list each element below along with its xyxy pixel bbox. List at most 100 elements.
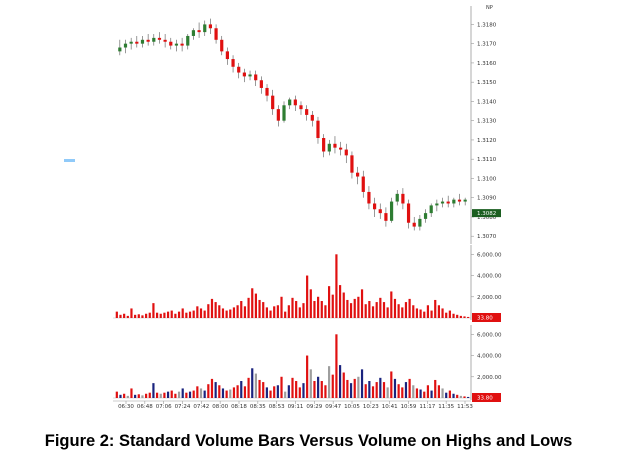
volume-bar bbox=[137, 394, 140, 398]
volume-bar bbox=[386, 387, 389, 398]
price-candle bbox=[446, 201, 450, 204]
volume-bar bbox=[306, 355, 309, 398]
volume-bar bbox=[181, 308, 184, 318]
price-candle bbox=[384, 213, 388, 221]
price-candle bbox=[412, 222, 416, 227]
price-candle bbox=[367, 191, 371, 204]
corner-label: NP bbox=[486, 5, 493, 11]
volume-bar bbox=[254, 293, 257, 318]
price-candle bbox=[389, 201, 394, 221]
volume-bar bbox=[203, 310, 206, 318]
price-candle bbox=[423, 213, 428, 219]
volume-bar bbox=[174, 393, 177, 398]
volume-tick-label: 2,000.00 bbox=[477, 295, 502, 301]
x-tick-label: 06:48 bbox=[137, 404, 153, 410]
side-marker bbox=[64, 159, 75, 162]
volume-bar bbox=[357, 376, 360, 398]
volume-bar bbox=[434, 379, 437, 398]
volume-bar bbox=[338, 365, 342, 398]
price-candle bbox=[429, 205, 433, 214]
volume-bar bbox=[298, 387, 301, 398]
volume-bar bbox=[368, 301, 371, 318]
volume-bar bbox=[115, 311, 118, 318]
volume-bar bbox=[467, 396, 470, 398]
volume-bar bbox=[203, 390, 206, 398]
x-tick-label: 09:47 bbox=[325, 404, 341, 410]
volume-bar bbox=[126, 315, 129, 318]
volume-bar bbox=[210, 378, 214, 398]
price-candle bbox=[276, 109, 280, 121]
volume-bar bbox=[324, 385, 327, 398]
volume-bar bbox=[386, 307, 389, 318]
volume-tick-label: 4,000.00 bbox=[477, 354, 502, 360]
volume-bar bbox=[353, 298, 356, 318]
volume-bar bbox=[130, 308, 133, 318]
volume-bar bbox=[448, 390, 451, 398]
x-axis: 06:30 06:48 07:06 07:24 07:42 08:00 08:18 08:35… bbox=[113, 400, 473, 410]
volume-bar bbox=[445, 312, 448, 318]
volume-bar bbox=[452, 313, 455, 318]
volume-tick-label: 4,000.00 bbox=[477, 274, 502, 280]
volume-bar bbox=[192, 390, 195, 398]
volume-bar bbox=[291, 377, 294, 398]
volume-bar bbox=[404, 382, 408, 398]
volume-bar bbox=[174, 313, 177, 318]
volume-bar bbox=[177, 391, 181, 398]
price-tick-label: 1.3180 bbox=[477, 22, 497, 28]
volume-bar bbox=[335, 254, 338, 318]
volume-bar bbox=[148, 392, 151, 398]
volume-bar bbox=[199, 308, 203, 318]
volume-bar bbox=[170, 390, 173, 398]
volume-bar bbox=[298, 307, 301, 318]
price-candle bbox=[327, 143, 331, 152]
volume-bar bbox=[456, 394, 459, 398]
volume-bar bbox=[243, 306, 247, 318]
volume-tick-label: 6,000.00 bbox=[477, 332, 502, 338]
volume-bar bbox=[291, 297, 294, 318]
volume-bar bbox=[141, 315, 144, 318]
volume-bar bbox=[302, 303, 305, 318]
volume-bar bbox=[287, 305, 290, 318]
volume-bar bbox=[119, 394, 122, 398]
volume-bar bbox=[188, 391, 192, 398]
volume-bar bbox=[320, 301, 323, 318]
price-candle bbox=[129, 41, 133, 44]
volume-bar bbox=[218, 385, 221, 398]
volume-bar bbox=[262, 302, 265, 318]
price-candle bbox=[435, 203, 439, 206]
volume-bar bbox=[430, 390, 433, 398]
volume-bar bbox=[441, 388, 444, 398]
volume-bar bbox=[145, 313, 148, 318]
volume-bar bbox=[331, 294, 334, 318]
price-candle bbox=[344, 149, 348, 156]
volume-bar bbox=[295, 301, 298, 318]
price-candle bbox=[191, 30, 196, 36]
volume-bar bbox=[280, 376, 283, 398]
volume-bar bbox=[170, 310, 173, 318]
x-tick-label: 08:00 bbox=[212, 404, 228, 410]
volume-bar bbox=[360, 369, 364, 398]
volume-bar bbox=[324, 305, 327, 318]
volume-bar bbox=[185, 392, 188, 398]
price-tick-label: 1.3090 bbox=[477, 196, 497, 202]
price-candle bbox=[203, 24, 207, 33]
volume-last-label: 33.80 bbox=[477, 316, 493, 322]
volume-bar bbox=[320, 381, 323, 398]
price-candle bbox=[406, 203, 411, 223]
volume-bar bbox=[188, 311, 192, 318]
volume-bar bbox=[375, 302, 378, 318]
volume-bar bbox=[437, 305, 440, 318]
volume-bar bbox=[247, 297, 250, 318]
price-candle bbox=[378, 209, 382, 214]
volume-bar bbox=[196, 306, 199, 318]
volume-bar bbox=[379, 297, 382, 318]
volume-bar bbox=[152, 383, 155, 398]
volume-bar bbox=[448, 310, 451, 318]
volume-bar bbox=[225, 390, 228, 398]
volume-bar bbox=[232, 387, 236, 398]
volume-bar bbox=[243, 386, 247, 398]
volume-bar bbox=[364, 304, 367, 318]
volume-bar bbox=[313, 301, 316, 318]
volume-bar bbox=[287, 385, 290, 398]
volume-bar bbox=[393, 378, 397, 398]
